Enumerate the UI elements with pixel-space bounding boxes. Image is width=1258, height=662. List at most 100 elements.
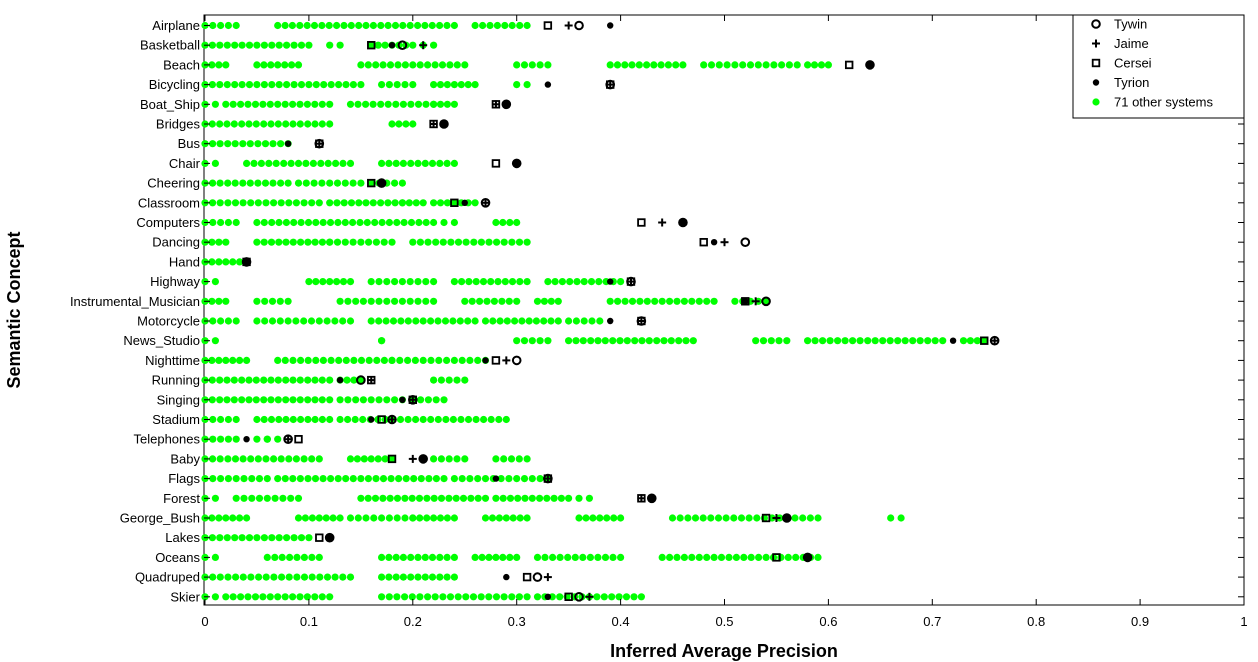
other-system-point bbox=[209, 475, 217, 483]
tyrion-point bbox=[336, 376, 344, 384]
other-system-point bbox=[695, 297, 703, 305]
other-system-point bbox=[407, 159, 415, 167]
other-system-point bbox=[246, 179, 254, 187]
other-system-point bbox=[224, 475, 232, 483]
other-system-point bbox=[342, 475, 350, 483]
other-system-point bbox=[544, 278, 552, 286]
other-system-point bbox=[523, 278, 531, 286]
other-system-point bbox=[318, 100, 326, 108]
other-system-point bbox=[247, 455, 255, 463]
other-system-point bbox=[554, 317, 562, 325]
other-system-point bbox=[939, 337, 947, 345]
tyrion-point bbox=[710, 239, 718, 246]
other-system-point bbox=[290, 534, 298, 542]
other-system-point bbox=[450, 475, 458, 483]
tywin-point bbox=[501, 99, 512, 110]
jaime-point bbox=[543, 573, 552, 582]
other-system-point bbox=[297, 238, 305, 246]
other-system-point bbox=[871, 337, 879, 345]
other-system-point bbox=[573, 278, 581, 286]
other-system-point bbox=[515, 455, 523, 463]
other-system-point bbox=[208, 356, 216, 364]
legend-marker-71-other-systems bbox=[1092, 98, 1100, 106]
other-system-point bbox=[224, 455, 232, 463]
x-tick-label: 1 bbox=[1240, 614, 1247, 629]
other-system-point bbox=[536, 494, 544, 502]
other-system-point bbox=[419, 415, 427, 424]
other-system-point bbox=[458, 356, 466, 364]
other-system-point bbox=[528, 494, 536, 502]
other-system-point bbox=[449, 415, 457, 424]
other-system-point bbox=[289, 356, 297, 364]
other-system-point bbox=[505, 475, 513, 483]
other-system-point bbox=[564, 553, 572, 562]
other-system-point bbox=[393, 494, 402, 502]
other-system-point bbox=[232, 494, 240, 502]
other-system-point bbox=[672, 61, 680, 69]
other-system-point bbox=[372, 61, 380, 69]
tyrion-point bbox=[949, 337, 957, 344]
other-system-point bbox=[255, 573, 263, 581]
other-system-point bbox=[262, 455, 270, 463]
other-system-point bbox=[247, 199, 255, 207]
other-system-point bbox=[585, 494, 594, 502]
other-system-point bbox=[430, 297, 438, 305]
other-system-point bbox=[255, 475, 264, 483]
other-system-point bbox=[617, 514, 625, 522]
other-system-point bbox=[385, 159, 393, 167]
other-system-point bbox=[378, 593, 386, 601]
other-system-point bbox=[326, 120, 334, 128]
other-system-point bbox=[216, 376, 224, 384]
other-system-point bbox=[614, 297, 622, 305]
other-system-point bbox=[257, 159, 265, 167]
other-system-point bbox=[217, 317, 225, 325]
other-system-point bbox=[532, 317, 541, 325]
other-system-point bbox=[421, 21, 429, 30]
other-system-point bbox=[315, 455, 323, 463]
other-system-point bbox=[470, 238, 478, 246]
other-system-point bbox=[208, 396, 216, 404]
other-system-point bbox=[399, 573, 407, 581]
other-system-point bbox=[293, 553, 301, 562]
category-label: Computers bbox=[136, 215, 200, 230]
other-system-point bbox=[580, 278, 588, 286]
other-system-point bbox=[804, 61, 812, 69]
other-system-point bbox=[594, 337, 602, 345]
other-system-point bbox=[411, 356, 419, 364]
other-system-point bbox=[290, 218, 298, 227]
other-system-point bbox=[216, 396, 224, 404]
other-system-point bbox=[793, 61, 801, 69]
other-system-point bbox=[587, 337, 595, 345]
other-system-point bbox=[327, 475, 335, 483]
other-system-point bbox=[274, 475, 282, 483]
other-system-point bbox=[442, 415, 450, 424]
other-system-point bbox=[333, 199, 341, 207]
other-system-point bbox=[251, 100, 260, 108]
other-system-point bbox=[311, 376, 319, 384]
other-system-point bbox=[637, 593, 646, 601]
category-label: Beach bbox=[163, 57, 200, 72]
other-system-point bbox=[424, 61, 432, 69]
other-system-point bbox=[308, 553, 316, 562]
other-system-point bbox=[513, 475, 521, 483]
other-system-point bbox=[349, 218, 357, 227]
other-system-point bbox=[446, 61, 454, 69]
other-system-point bbox=[596, 317, 604, 325]
cersei-point bbox=[522, 572, 532, 582]
other-system-point bbox=[430, 494, 438, 502]
other-system-point bbox=[362, 21, 370, 30]
other-system-point bbox=[740, 553, 748, 562]
other-system-point bbox=[260, 218, 268, 227]
other-system-point bbox=[216, 534, 224, 542]
other-system-point bbox=[609, 553, 617, 562]
x-tick-label: 0.8 bbox=[1027, 614, 1045, 629]
other-system-point bbox=[312, 278, 320, 286]
other-system-point bbox=[253, 317, 261, 325]
other-system-point bbox=[737, 514, 746, 522]
other-system-point bbox=[445, 376, 453, 384]
other-system-point bbox=[304, 218, 313, 227]
other-system-point bbox=[311, 100, 319, 108]
other-system-point bbox=[436, 81, 445, 89]
other-system-point bbox=[547, 317, 555, 325]
other-system-point bbox=[300, 455, 308, 463]
